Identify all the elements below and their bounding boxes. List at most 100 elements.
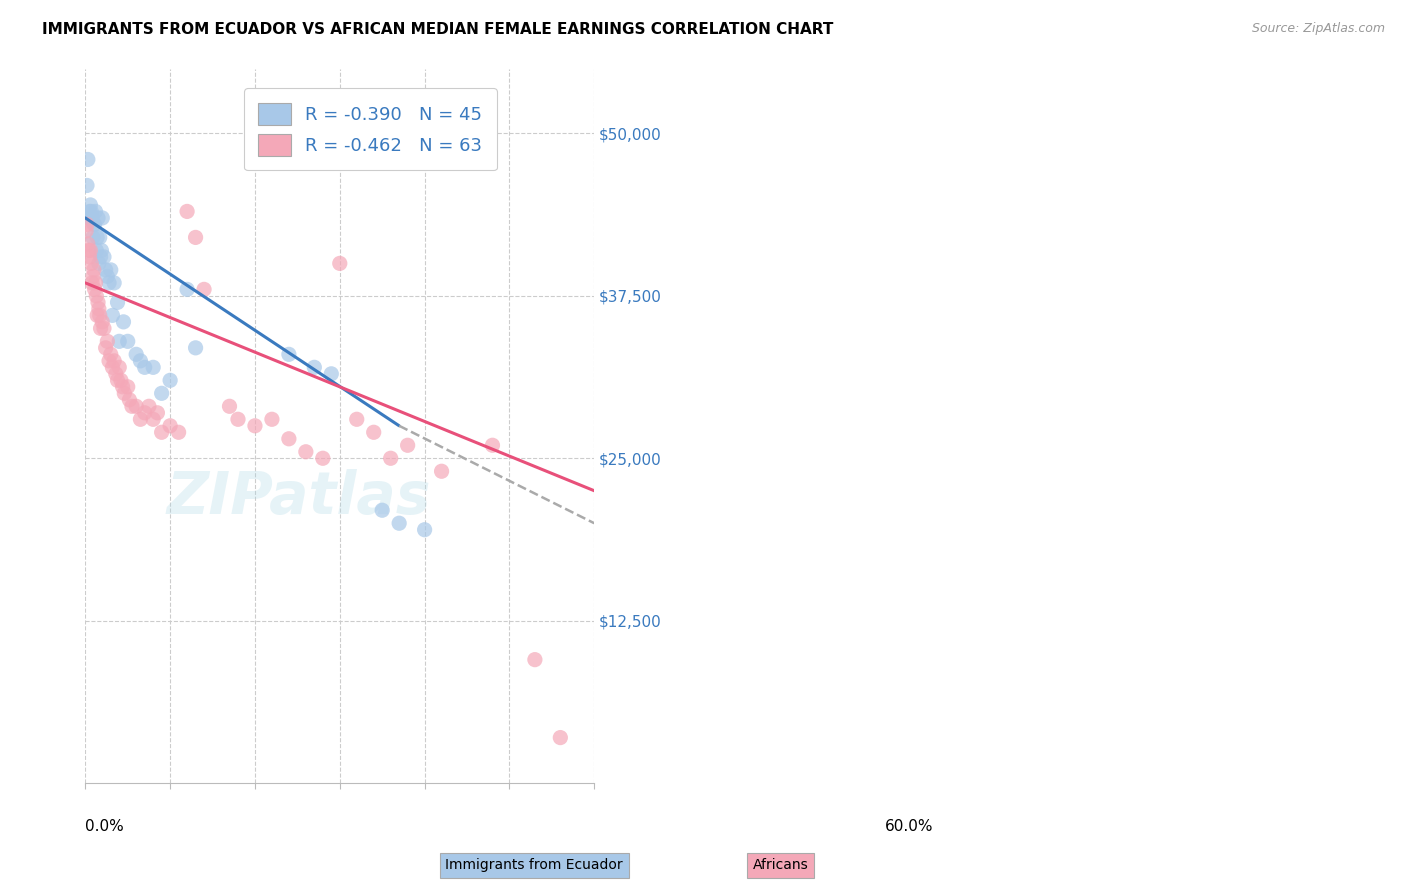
Point	[138, 399, 160, 413]
Point	[125, 347, 148, 361]
Point	[117, 380, 139, 394]
Point	[83, 218, 105, 232]
Point	[98, 354, 121, 368]
Point	[100, 263, 122, 277]
Text: ZIPatlas: ZIPatlas	[167, 468, 432, 525]
Point	[103, 276, 125, 290]
Point	[94, 341, 117, 355]
Point	[321, 367, 343, 381]
Point	[329, 256, 352, 270]
Point	[87, 301, 110, 316]
Point	[75, 224, 97, 238]
Point	[77, 211, 100, 225]
Text: 0.0%: 0.0%	[86, 819, 124, 834]
Point	[77, 244, 100, 258]
Point	[91, 211, 114, 225]
Point	[96, 269, 118, 284]
Point	[150, 386, 173, 401]
Point	[111, 380, 134, 394]
Point	[79, 250, 101, 264]
Point	[226, 412, 249, 426]
Text: Source: ZipAtlas.com: Source: ZipAtlas.com	[1251, 22, 1385, 36]
Point	[79, 204, 101, 219]
Point	[277, 432, 299, 446]
Point	[142, 360, 165, 375]
Point	[86, 230, 108, 244]
Point	[108, 334, 131, 349]
Point	[82, 269, 104, 284]
Point	[107, 373, 129, 387]
Point	[82, 230, 104, 244]
Point	[523, 653, 546, 667]
Text: Africans: Africans	[752, 858, 808, 872]
Point	[550, 731, 572, 745]
Point	[87, 295, 110, 310]
Point	[98, 276, 121, 290]
Point	[176, 282, 198, 296]
Legend: R = -0.390   N = 45, R = -0.462   N = 63: R = -0.390 N = 45, R = -0.462 N = 63	[243, 88, 496, 170]
Point	[346, 412, 368, 426]
Point	[93, 321, 115, 335]
Point	[87, 211, 110, 225]
Point	[83, 218, 105, 232]
Point	[89, 309, 111, 323]
Point	[112, 315, 135, 329]
Point	[79, 198, 101, 212]
Point	[90, 250, 112, 264]
Point	[134, 360, 156, 375]
Point	[117, 334, 139, 349]
Point	[94, 263, 117, 277]
Point	[413, 523, 436, 537]
Point	[76, 153, 98, 167]
Point	[176, 204, 198, 219]
Point	[371, 503, 394, 517]
Point	[84, 276, 107, 290]
Point	[104, 367, 127, 381]
Point	[142, 412, 165, 426]
Point	[312, 451, 335, 466]
Point	[84, 204, 107, 219]
Y-axis label: Median Female Earnings: Median Female Earnings	[0, 341, 7, 511]
Point	[80, 211, 103, 225]
Point	[134, 406, 156, 420]
Point	[150, 425, 173, 440]
Point	[260, 412, 283, 426]
Point	[100, 347, 122, 361]
Point	[76, 236, 98, 251]
Point	[159, 373, 181, 387]
Point	[277, 347, 299, 361]
Point	[184, 230, 207, 244]
Point	[304, 360, 326, 375]
Point	[101, 360, 124, 375]
Point	[118, 392, 141, 407]
Point	[91, 315, 114, 329]
Point	[76, 178, 98, 193]
Point	[103, 354, 125, 368]
Point	[96, 334, 118, 349]
Point	[184, 341, 207, 355]
Point	[101, 309, 124, 323]
Point	[93, 250, 115, 264]
Point	[159, 418, 181, 433]
Point	[86, 244, 108, 258]
Point	[167, 425, 190, 440]
Point	[90, 321, 112, 335]
Point	[380, 451, 402, 466]
Text: Immigrants from Ecuador: Immigrants from Ecuador	[446, 858, 623, 872]
Point	[89, 230, 111, 244]
Point	[121, 399, 143, 413]
Point	[76, 218, 98, 232]
Point	[80, 256, 103, 270]
Point	[430, 464, 453, 478]
Point	[90, 244, 112, 258]
Point	[129, 412, 152, 426]
Point	[295, 444, 318, 458]
Point	[129, 354, 152, 368]
Text: 60.0%: 60.0%	[886, 819, 934, 834]
Point	[112, 386, 135, 401]
Point	[107, 295, 129, 310]
Point	[86, 289, 108, 303]
Text: IMMIGRANTS FROM ECUADOR VS AFRICAN MEDIAN FEMALE EARNINGS CORRELATION CHART: IMMIGRANTS FROM ECUADOR VS AFRICAN MEDIA…	[42, 22, 834, 37]
Point	[363, 425, 385, 440]
Point	[388, 516, 411, 531]
